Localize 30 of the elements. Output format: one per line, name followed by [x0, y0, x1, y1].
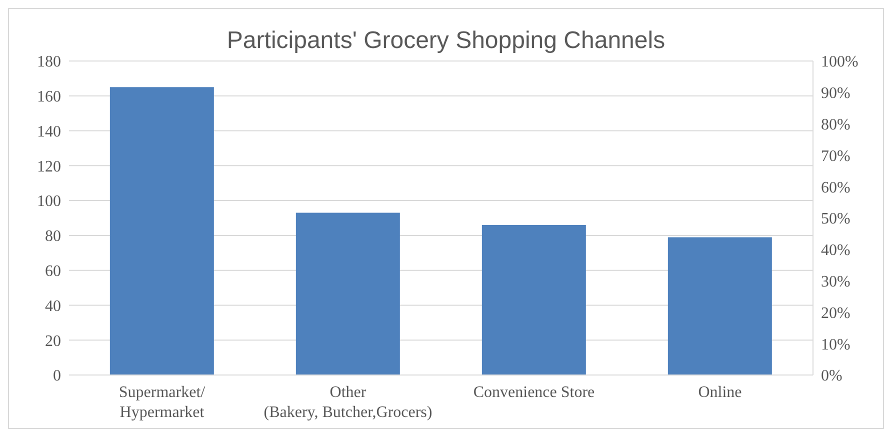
y-tick-label: 20	[45, 332, 61, 350]
chart-title: Participants' Grocery Shopping Channels	[226, 26, 666, 54]
y-tick-label: 80	[45, 228, 61, 246]
y-tick-label: 180	[37, 54, 61, 71]
bar	[296, 212, 400, 375]
y2-tick-label: 50%	[821, 210, 850, 228]
y2-tick-label: 0%	[821, 368, 842, 385]
bar	[668, 237, 772, 375]
y-tick-label: 0	[53, 368, 61, 385]
y2-tick-label: 70%	[821, 148, 850, 165]
bar	[482, 224, 586, 375]
y-tick-label: 160	[37, 88, 61, 106]
y2-tick-label: 80%	[821, 116, 850, 134]
x-tick-label: Other (Bakery, Butcher,Grocers)	[264, 384, 432, 421]
bar	[110, 87, 214, 375]
y2-tick-label: 10%	[821, 336, 850, 354]
x-tick-label: Convenience Store	[473, 384, 595, 401]
y-tick-label: 140	[37, 123, 61, 140]
y-tick-label: 40	[45, 298, 61, 315]
y2-tick-label: 30%	[821, 273, 850, 290]
y2-tick-label: 90%	[821, 85, 850, 102]
x-tick-label: Supermarket/ Hypermarket	[118, 384, 206, 421]
y-tick-label: 120	[37, 158, 61, 176]
x-tick-label: Online	[698, 384, 742, 401]
y2-tick-label: 20%	[821, 304, 850, 322]
y2-tick-label: 60%	[821, 179, 850, 196]
y2-tick-label: 40%	[821, 242, 850, 260]
y-tick-label: 100	[37, 193, 61, 210]
y-tick-label: 60	[45, 263, 61, 280]
y2-tick-label: 100%	[821, 54, 858, 71]
